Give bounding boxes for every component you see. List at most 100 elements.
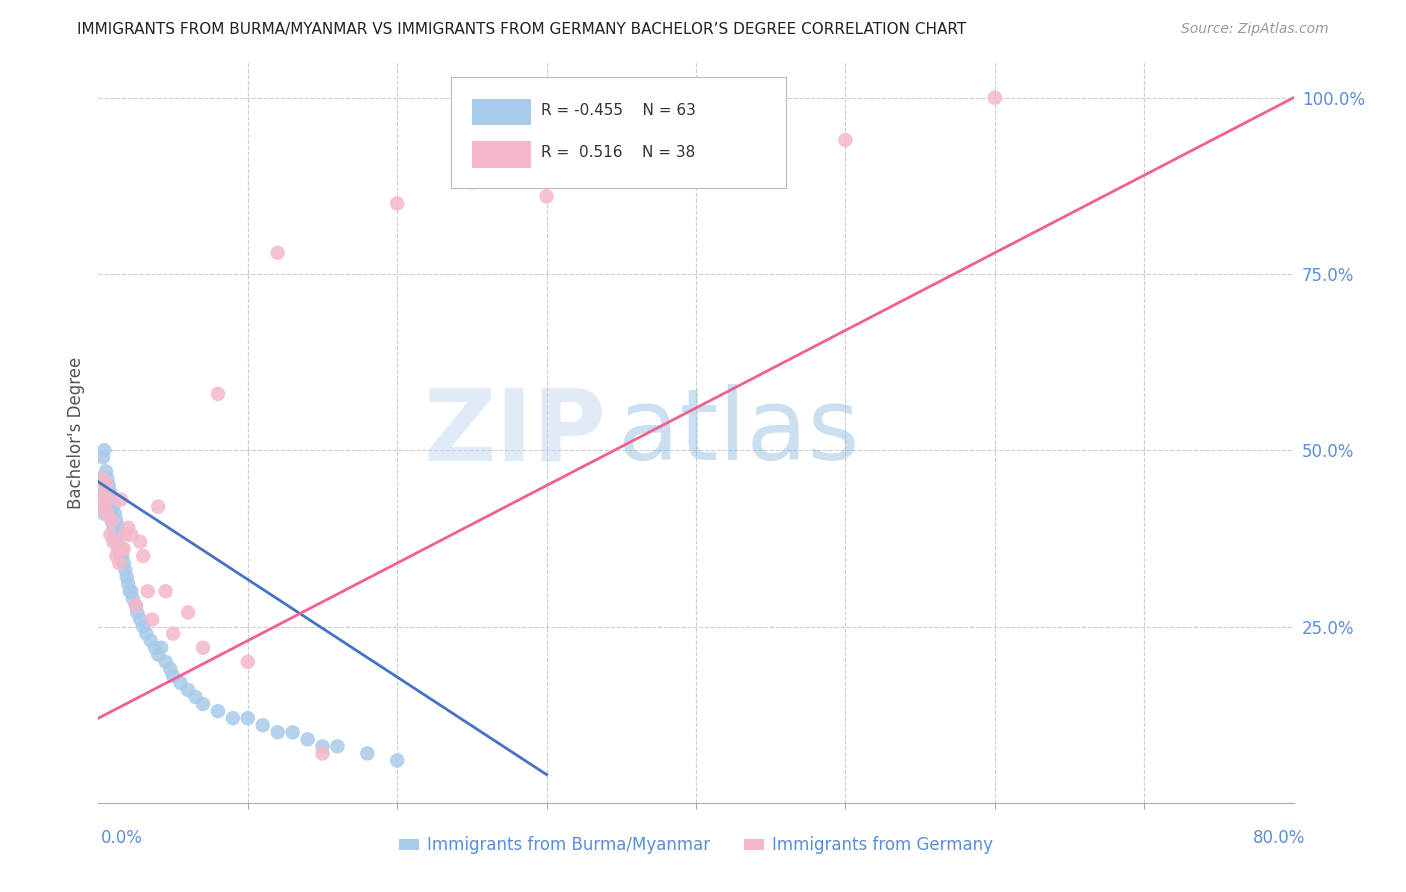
Point — [90, 471, 112, 485]
Point — [117, 521, 139, 535]
Point — [111, 549, 134, 563]
Point — [90, 485, 112, 500]
Point — [150, 640, 173, 655]
Point — [112, 541, 135, 556]
Point — [191, 697, 214, 711]
Point — [97, 500, 120, 514]
Point — [105, 514, 128, 528]
Point — [91, 471, 114, 485]
Point — [267, 725, 290, 739]
Point — [103, 535, 125, 549]
Point — [105, 535, 128, 549]
Point — [385, 754, 409, 768]
Point — [191, 640, 214, 655]
Point — [155, 655, 177, 669]
Point — [107, 521, 129, 535]
Point — [132, 619, 155, 633]
Point — [834, 133, 856, 147]
Point — [169, 676, 191, 690]
Point — [236, 711, 259, 725]
Point — [120, 584, 142, 599]
Point — [148, 500, 170, 514]
Text: ZIP: ZIP — [423, 384, 606, 481]
Point — [326, 739, 349, 754]
Text: 0.0%: 0.0% — [101, 829, 143, 847]
Point — [103, 521, 125, 535]
Point — [98, 528, 122, 542]
Point — [281, 725, 304, 739]
Point — [93, 507, 115, 521]
Point — [121, 591, 143, 606]
FancyBboxPatch shape — [472, 99, 531, 126]
Point — [93, 492, 115, 507]
Point — [461, 175, 484, 189]
Point — [90, 500, 112, 514]
Point — [135, 626, 157, 640]
Point — [107, 541, 129, 556]
Point — [98, 485, 122, 500]
Point — [685, 161, 707, 176]
Point — [125, 599, 148, 613]
Point — [125, 599, 148, 613]
Point — [94, 478, 117, 492]
Text: IMMIGRANTS FROM BURMA/MYANMAR VS IMMIGRANTS FROM GERMANY BACHELOR’S DEGREE CORRE: IMMIGRANTS FROM BURMA/MYANMAR VS IMMIGRA… — [77, 22, 966, 37]
Point — [177, 606, 200, 620]
Point — [139, 633, 162, 648]
Point — [110, 492, 132, 507]
Point — [159, 662, 181, 676]
Point — [184, 690, 207, 704]
Point — [129, 612, 152, 626]
Text: 80.0%: 80.0% — [1253, 829, 1305, 847]
Point — [155, 584, 177, 599]
FancyBboxPatch shape — [472, 141, 531, 168]
Point — [101, 514, 124, 528]
Point — [96, 507, 118, 521]
Point — [222, 711, 245, 725]
FancyBboxPatch shape — [451, 78, 786, 188]
Point — [110, 541, 132, 556]
Point — [91, 450, 114, 465]
Point — [115, 570, 138, 584]
Point — [297, 732, 319, 747]
Point — [97, 478, 120, 492]
Text: Source: ZipAtlas.com: Source: ZipAtlas.com — [1181, 22, 1329, 37]
Point — [108, 556, 131, 570]
Point — [117, 577, 139, 591]
Point — [267, 245, 290, 260]
Point — [162, 626, 184, 640]
Point — [148, 648, 170, 662]
Point — [252, 718, 274, 732]
Point — [97, 492, 120, 507]
Point — [143, 640, 166, 655]
Point — [104, 507, 127, 521]
Point — [385, 196, 409, 211]
Point — [127, 606, 149, 620]
Point — [136, 584, 159, 599]
Text: R =  0.516    N = 38: R = 0.516 N = 38 — [541, 145, 695, 161]
Point — [93, 443, 115, 458]
Point — [162, 669, 184, 683]
Point — [356, 747, 378, 761]
Point — [207, 704, 229, 718]
Point — [311, 739, 333, 754]
Point — [120, 528, 142, 542]
Point — [108, 528, 131, 542]
Point — [94, 492, 117, 507]
Point — [141, 612, 163, 626]
Point — [536, 189, 558, 203]
Point — [91, 492, 114, 507]
Legend: Immigrants from Burma/Myanmar, Immigrants from Germany: Immigrants from Burma/Myanmar, Immigrant… — [392, 830, 1000, 861]
Point — [112, 556, 135, 570]
Point — [89, 500, 111, 514]
Point — [101, 492, 124, 507]
Point — [105, 549, 128, 563]
Point — [98, 507, 122, 521]
Point — [129, 535, 152, 549]
Point — [101, 514, 124, 528]
Point — [110, 549, 132, 563]
Point — [177, 683, 200, 698]
Point — [118, 584, 141, 599]
Point — [104, 528, 127, 542]
Point — [94, 464, 117, 478]
Point — [94, 478, 117, 492]
